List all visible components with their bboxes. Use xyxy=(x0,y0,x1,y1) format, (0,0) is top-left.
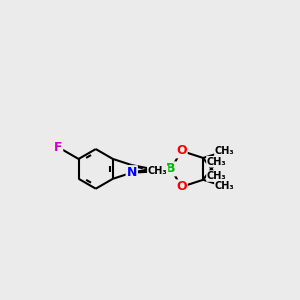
Text: CH₃: CH₃ xyxy=(207,171,226,181)
Text: B: B xyxy=(166,162,176,176)
Text: F: F xyxy=(54,141,62,154)
Text: N: N xyxy=(127,166,137,179)
Text: CH₃: CH₃ xyxy=(215,182,235,191)
Text: O: O xyxy=(176,180,187,193)
Text: CH₃: CH₃ xyxy=(215,146,235,156)
Text: CH₃: CH₃ xyxy=(148,166,167,176)
Text: O: O xyxy=(176,144,187,158)
Text: CH₃: CH₃ xyxy=(207,157,226,167)
